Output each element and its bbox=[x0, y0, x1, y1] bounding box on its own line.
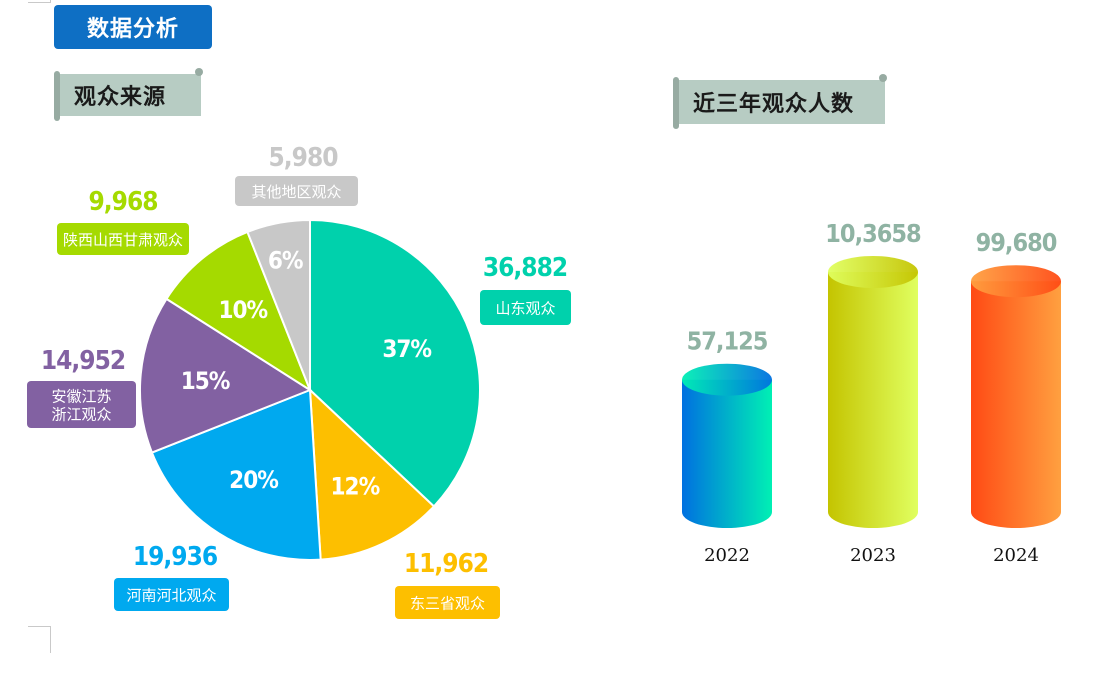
pie-category-label: 东三省观众 bbox=[410, 595, 485, 613]
pie-percent-label: 12% bbox=[331, 472, 380, 500]
pie-slice bbox=[246, 218, 311, 391]
pie-percent-label: 10% bbox=[218, 296, 267, 324]
pie-value-label: 19,936 bbox=[133, 542, 218, 572]
bar-top bbox=[971, 265, 1061, 298]
pie-percent-label: 15% bbox=[181, 367, 230, 395]
bar-2024 bbox=[971, 281, 1061, 528]
bar-category-label: 2023 bbox=[850, 545, 896, 566]
pie-value-label: 11,962 bbox=[404, 549, 488, 579]
pie-value-label: 5,980 bbox=[269, 143, 339, 173]
pie-label-box bbox=[114, 578, 229, 611]
pie-slice bbox=[165, 230, 313, 393]
pie-slice bbox=[308, 387, 436, 561]
pie-percent-label: 37% bbox=[382, 335, 431, 363]
pie-category-label: 陕西山西甘肃观众 bbox=[63, 231, 183, 249]
audience-source-title: 观众来源 bbox=[54, 68, 203, 121]
yearly-audience-title: 近三年观众人数 bbox=[673, 74, 887, 129]
page-title: 数据分析 bbox=[54, 5, 212, 49]
pie-slice bbox=[150, 388, 322, 561]
pie-category-label: 浙江观众 bbox=[51, 406, 111, 424]
crop-mark-top bbox=[28, 0, 51, 3]
bar-category-label: 2024 bbox=[993, 545, 1039, 566]
pie-value-label: 14,952 bbox=[41, 346, 125, 376]
pie-category-label: 山东观众 bbox=[495, 300, 555, 318]
bar-2023 bbox=[828, 272, 918, 528]
bar-value-label: 10,3658 bbox=[825, 219, 921, 248]
pie-slice bbox=[139, 297, 313, 454]
pie-value-label: 9,968 bbox=[89, 187, 158, 217]
pie-category-label: 河南河北观众 bbox=[126, 587, 216, 605]
pie-label-box bbox=[395, 586, 500, 619]
bar-value-label: 57,125 bbox=[687, 327, 768, 356]
pie-percent-label: 6% bbox=[268, 247, 303, 275]
pie-label-box bbox=[27, 381, 136, 428]
bar-category-label: 2022 bbox=[704, 545, 750, 566]
pie-category-label: 安徽江苏 bbox=[51, 388, 111, 406]
bar-top bbox=[682, 363, 772, 396]
pie-label-box bbox=[235, 176, 358, 206]
pie-percent-label: 20% bbox=[229, 466, 278, 494]
pie-label-box bbox=[57, 223, 189, 255]
crop-mark-bottom bbox=[28, 626, 51, 653]
pie-category-label: 其他地区观众 bbox=[251, 183, 341, 201]
pie-slice bbox=[309, 218, 481, 508]
bar-top bbox=[828, 256, 918, 288]
pie-label-box bbox=[480, 290, 571, 325]
bar-2022 bbox=[682, 379, 772, 528]
bar-value-label: 99,680 bbox=[976, 228, 1057, 257]
pie-value-label: 36,882 bbox=[483, 253, 567, 283]
